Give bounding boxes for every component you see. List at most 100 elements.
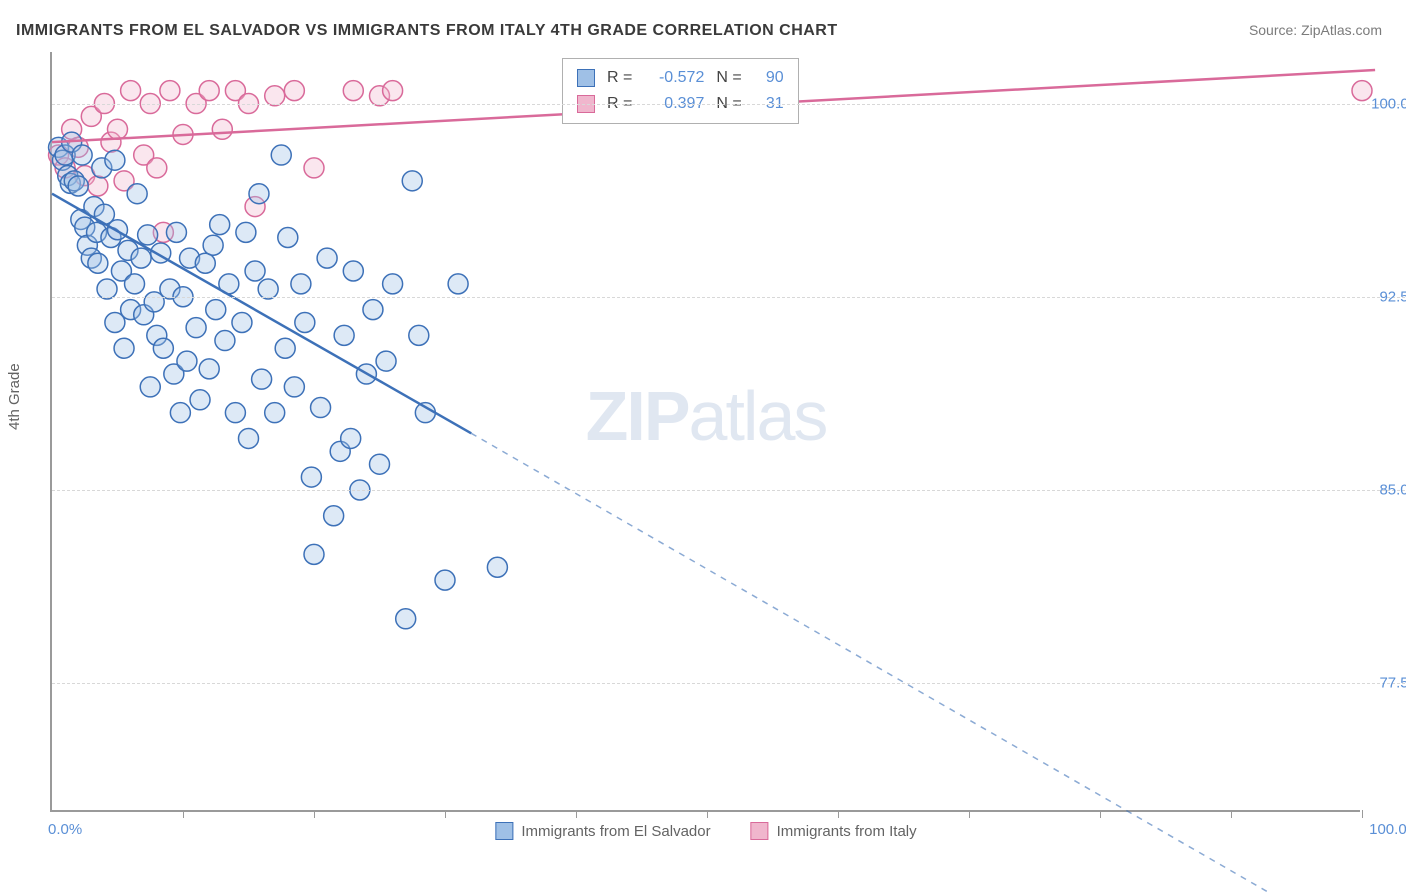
scatter-point-elsalvador	[376, 351, 396, 371]
scatter-point-elsalvador	[249, 184, 269, 204]
x-tick	[969, 810, 970, 818]
swatch-elsalvador	[577, 69, 595, 87]
scatter-point-elsalvador	[210, 215, 230, 235]
scatter-point-elsalvador	[448, 274, 468, 294]
scatter-point-elsalvador	[317, 248, 337, 268]
scatter-point-italy	[108, 119, 128, 139]
scatter-point-elsalvador	[295, 313, 315, 333]
plot-area: ZIPatlas R = -0.572 N = 90 R = 0.397 N =…	[50, 52, 1360, 812]
chart-title: IMMIGRANTS FROM EL SALVADOR VS IMMIGRANT…	[16, 22, 838, 40]
scatter-point-elsalvador	[190, 390, 210, 410]
scatter-point-elsalvador	[177, 351, 197, 371]
scatter-point-elsalvador	[284, 377, 304, 397]
x-axis-start-label: 0.0%	[48, 821, 82, 838]
source-label: Source: ZipAtlas.com	[1249, 22, 1382, 38]
scatter-point-elsalvador	[275, 338, 295, 358]
legend-series: Immigrants from El Salvador Immigrants f…	[495, 822, 916, 840]
scatter-point-italy	[121, 81, 141, 101]
scatter-point-elsalvador	[114, 338, 134, 358]
scatter-point-elsalvador	[195, 253, 215, 273]
scatter-point-elsalvador	[215, 331, 235, 351]
swatch-elsalvador	[495, 822, 513, 840]
y-axis-label: 4th Grade	[6, 363, 23, 430]
y-tick-label: 92.5%	[1379, 288, 1406, 305]
scatter-point-elsalvador	[291, 274, 311, 294]
y-tick-label: 85.0%	[1379, 481, 1406, 498]
x-tick	[445, 810, 446, 818]
scatter-point-elsalvador	[236, 222, 256, 242]
scatter-point-elsalvador	[131, 248, 151, 268]
swatch-italy	[751, 822, 769, 840]
scatter-point-elsalvador	[363, 300, 383, 320]
x-tick	[1231, 810, 1232, 818]
scatter-point-italy	[212, 119, 232, 139]
scatter-point-elsalvador	[153, 338, 173, 358]
scatter-point-elsalvador	[383, 274, 403, 294]
scatter-point-elsalvador	[311, 398, 331, 418]
scatter-point-elsalvador	[278, 227, 298, 247]
scatter-point-italy	[383, 81, 403, 101]
scatter-point-italy	[199, 81, 219, 101]
legend-label-elsalvador: Immigrants from El Salvador	[521, 823, 710, 840]
x-tick	[1362, 810, 1363, 818]
x-tick	[1100, 810, 1101, 818]
x-tick	[576, 810, 577, 818]
scatter-point-italy	[343, 81, 363, 101]
scatter-point-elsalvador	[245, 261, 265, 281]
scatter-point-elsalvador	[252, 369, 272, 389]
scatter-point-elsalvador	[341, 428, 361, 448]
scatter-point-elsalvador	[88, 253, 108, 273]
scatter-point-elsalvador	[487, 557, 507, 577]
y-tick-label: 100.0%	[1371, 95, 1406, 112]
legend-label-italy: Immigrants from Italy	[777, 823, 917, 840]
plot-svg	[52, 52, 1362, 812]
scatter-point-elsalvador	[105, 150, 125, 170]
scatter-point-elsalvador	[186, 318, 206, 338]
x-tick	[314, 810, 315, 818]
scatter-point-elsalvador	[239, 428, 259, 448]
scatter-point-elsalvador	[271, 145, 291, 165]
scatter-point-elsalvador	[206, 300, 226, 320]
scatter-point-italy	[147, 158, 167, 178]
scatter-point-elsalvador	[265, 403, 285, 423]
scatter-point-elsalvador	[396, 609, 416, 629]
scatter-point-elsalvador	[370, 454, 390, 474]
r-value-elsalvador: -0.572	[644, 69, 704, 87]
chart-container: ZIPatlas R = -0.572 N = 90 R = 0.397 N =…	[50, 52, 1360, 852]
gridline-h	[52, 683, 1406, 684]
scatter-point-elsalvador	[343, 261, 363, 281]
scatter-point-elsalvador	[166, 222, 186, 242]
gridline-h	[52, 104, 1406, 105]
scatter-point-elsalvador	[138, 225, 158, 245]
legend-correlation: R = -0.572 N = 90 R = 0.397 N = 31	[562, 58, 799, 124]
legend-item-elsalvador: Immigrants from El Salvador	[495, 822, 710, 840]
scatter-point-italy	[160, 81, 180, 101]
legend-row-elsalvador: R = -0.572 N = 90	[577, 65, 784, 91]
scatter-point-italy	[1352, 81, 1372, 101]
x-axis-end-label: 100.0%	[1369, 821, 1406, 838]
scatter-point-italy	[304, 158, 324, 178]
scatter-point-elsalvador	[409, 325, 429, 345]
scatter-point-elsalvador	[203, 235, 223, 255]
scatter-point-elsalvador	[68, 176, 88, 196]
x-tick	[707, 810, 708, 818]
scatter-point-italy	[88, 176, 108, 196]
n-label: N =	[716, 69, 741, 87]
r-label: R =	[607, 69, 632, 87]
scatter-point-elsalvador	[170, 403, 190, 423]
scatter-point-italy	[284, 81, 304, 101]
scatter-point-elsalvador	[140, 377, 160, 397]
scatter-point-elsalvador	[304, 544, 324, 564]
x-tick	[183, 810, 184, 818]
scatter-point-elsalvador	[125, 274, 145, 294]
scatter-point-elsalvador	[232, 313, 252, 333]
scatter-point-elsalvador	[199, 359, 219, 379]
x-tick	[838, 810, 839, 818]
scatter-point-elsalvador	[301, 467, 321, 487]
gridline-h	[52, 490, 1406, 491]
scatter-point-elsalvador	[435, 570, 455, 590]
scatter-point-elsalvador	[127, 184, 147, 204]
scatter-point-elsalvador	[334, 325, 354, 345]
legend-item-italy: Immigrants from Italy	[751, 822, 917, 840]
scatter-point-elsalvador	[225, 403, 245, 423]
